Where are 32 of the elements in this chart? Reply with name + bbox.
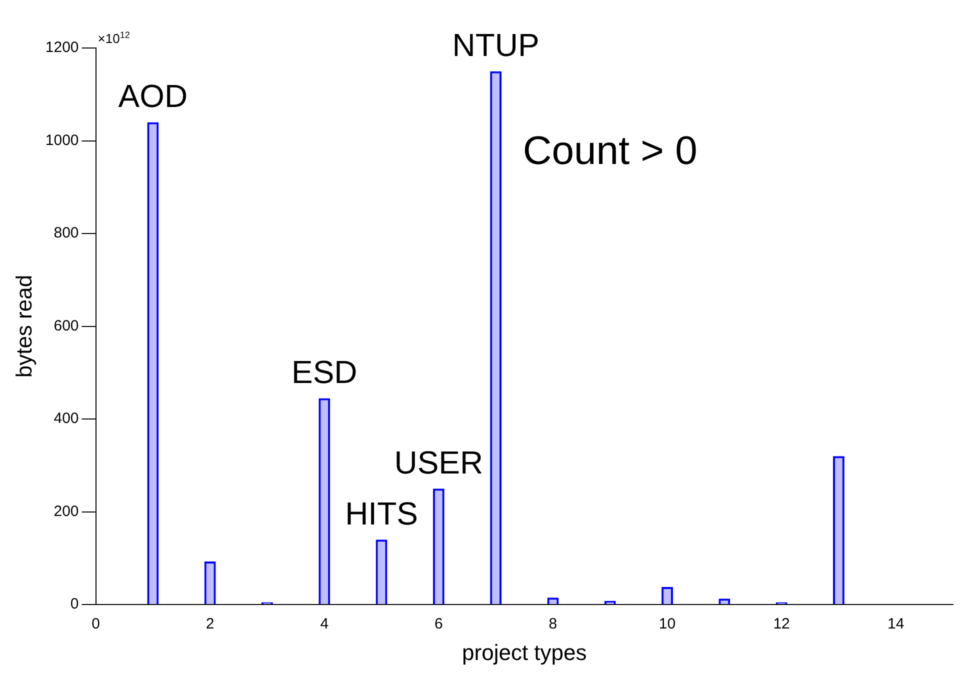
y-tick-label: 0 (70, 596, 79, 613)
y-tick-label: 800 (54, 224, 79, 242)
annotation: ESD (291, 354, 358, 390)
bar (490, 71, 502, 604)
bar (832, 456, 844, 604)
bar (718, 598, 730, 604)
bar (318, 398, 330, 604)
x-tick-label: 6 (434, 616, 443, 633)
bar (376, 540, 388, 604)
bar (432, 488, 444, 604)
annotation: HITS (345, 495, 418, 532)
y-tick-label: 400 (54, 410, 79, 428)
y-tick-label: 200 (54, 502, 79, 520)
y-tick-label: 1000 (45, 132, 79, 149)
x-tick-label: 8 (548, 616, 558, 633)
y-axis-title: bytes read (11, 274, 36, 378)
annotation: Count > 0 (522, 129, 698, 174)
x-tick-label: 4 (320, 616, 329, 633)
x-tick-label: 0 (92, 616, 100, 633)
x-tick-label: 14 (888, 616, 904, 633)
x-tick-label: 2 (206, 616, 214, 633)
bar (147, 122, 159, 604)
x-axis-title: project types (462, 640, 587, 665)
bar (547, 598, 559, 604)
annotation: NTUP (452, 27, 540, 64)
y-tick-label: 600 (54, 317, 79, 334)
x-tick-label: 10 (658, 616, 676, 633)
y-tick-label: 1200 (45, 39, 79, 56)
bar (204, 561, 216, 604)
annotation: USER (394, 444, 484, 480)
x-tick-label: 12 (773, 616, 790, 633)
annotation: AOD (118, 78, 188, 114)
